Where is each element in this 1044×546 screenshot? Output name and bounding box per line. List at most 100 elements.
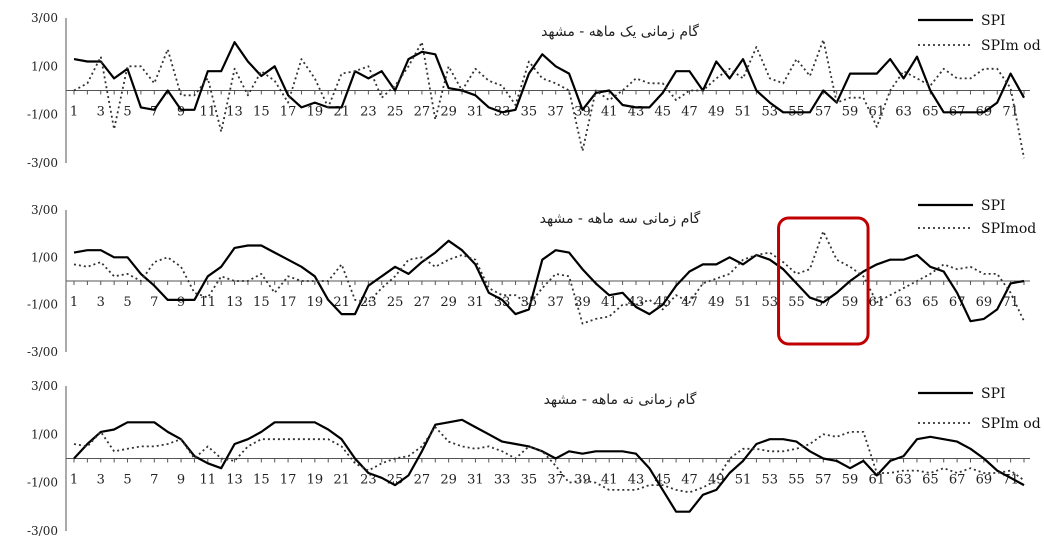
y-tick-label: 1/00 bbox=[31, 250, 58, 264]
y-tick-label: 1/00 bbox=[31, 427, 58, 441]
x-tick-label: 63 bbox=[895, 105, 912, 120]
legend-label: SPIm od bbox=[981, 38, 1041, 54]
x-tick-label: 1 bbox=[70, 105, 78, 120]
x-tick-label: 31 bbox=[467, 473, 484, 488]
x-tick-label: 29 bbox=[440, 295, 457, 310]
x-tick-label: 35 bbox=[521, 105, 538, 120]
x-tick-label: 25 bbox=[387, 295, 404, 310]
x-tick-label: 5 bbox=[123, 295, 131, 310]
legend-label: SPIm od bbox=[981, 416, 1041, 432]
legend-label: SPImod bbox=[981, 221, 1036, 237]
spimod-series-line bbox=[73, 426, 1025, 494]
x-tick-label: 19 bbox=[307, 295, 324, 310]
x-tick-label: 3 bbox=[97, 473, 105, 488]
x-tick-label: 37 bbox=[547, 295, 564, 310]
x-tick-label: 1 bbox=[70, 295, 78, 310]
x-tick-label: 15 bbox=[253, 105, 270, 120]
x-tick-label: 5 bbox=[123, 105, 131, 120]
x-tick-label: 13 bbox=[226, 473, 243, 488]
x-tick-label: 27 bbox=[414, 105, 431, 120]
x-tick-label: 67 bbox=[949, 473, 966, 488]
x-tick-label: 13 bbox=[226, 295, 243, 310]
x-tick-label: 19 bbox=[307, 473, 324, 488]
x-tick-label: 23 bbox=[360, 473, 377, 488]
x-tick-label: 7 bbox=[150, 105, 158, 120]
x-tick-label: 19 bbox=[307, 105, 324, 120]
x-tick-label: 45 bbox=[654, 105, 671, 120]
chart-title: گام زمانی سه ماهه - مشهد bbox=[540, 210, 701, 227]
x-tick-label: 9 bbox=[177, 105, 185, 120]
x-tick-label: 65 bbox=[922, 295, 939, 310]
x-tick-label: 57 bbox=[815, 473, 832, 488]
spimod-series-line bbox=[73, 230, 1025, 325]
x-tick-label: 39 bbox=[574, 105, 591, 120]
x-tick-label: 39 bbox=[574, 473, 591, 488]
y-tick-label: 1/00 bbox=[31, 59, 58, 73]
x-tick-label: 15 bbox=[253, 473, 270, 488]
y-tick-label: 3/00 bbox=[31, 11, 58, 25]
x-tick-label: 43 bbox=[628, 473, 645, 488]
x-tick-label: 31 bbox=[467, 105, 484, 120]
legend-label: SPI bbox=[981, 198, 1006, 214]
y-tick-label: -3/00 bbox=[27, 524, 58, 538]
x-tick-label: 35 bbox=[521, 473, 538, 488]
x-tick-label: 31 bbox=[467, 295, 484, 310]
x-tick-label: 59 bbox=[842, 105, 859, 120]
x-tick-label: 61 bbox=[869, 473, 886, 488]
x-tick-label: 71 bbox=[1002, 105, 1019, 120]
x-tick-label: 49 bbox=[708, 295, 725, 310]
x-tick-label: 69 bbox=[976, 295, 993, 310]
y-tick-label: 3/00 bbox=[31, 203, 58, 217]
x-tick-label: 69 bbox=[976, 473, 993, 488]
x-tick-label: 49 bbox=[708, 473, 725, 488]
spi-series-line bbox=[73, 418, 1025, 513]
x-tick-label: 67 bbox=[949, 295, 966, 310]
y-tick-label: -1/00 bbox=[27, 108, 58, 122]
y-tick-label: -1/00 bbox=[27, 298, 58, 312]
x-tick-label: 7 bbox=[150, 473, 158, 488]
x-tick-label: 11 bbox=[200, 105, 217, 120]
x-tick-label: 11 bbox=[200, 473, 217, 488]
x-tick-label: 13 bbox=[226, 105, 243, 120]
x-tick-label: 11 bbox=[200, 295, 217, 310]
x-tick-label: 53 bbox=[762, 473, 779, 488]
x-tick-label: 41 bbox=[601, 295, 618, 310]
y-tick-label: -3/00 bbox=[27, 156, 58, 170]
x-tick-label: 53 bbox=[762, 105, 779, 120]
x-tick-label: 59 bbox=[842, 295, 859, 310]
x-tick-label: 43 bbox=[628, 295, 645, 310]
x-tick-label: 49 bbox=[708, 105, 725, 120]
x-tick-label: 9 bbox=[177, 295, 185, 310]
x-tick-label: 3 bbox=[97, 295, 105, 310]
x-tick-label: 21 bbox=[333, 473, 350, 488]
x-tick-label: 27 bbox=[414, 295, 431, 310]
x-tick-label: 71 bbox=[1002, 295, 1019, 310]
y-tick-label: 3/00 bbox=[31, 379, 58, 393]
x-tick-label: 47 bbox=[681, 473, 698, 488]
x-tick-label: 37 bbox=[547, 105, 564, 120]
x-tick-label: 17 bbox=[280, 473, 297, 488]
highlight-box bbox=[777, 216, 870, 346]
x-tick-label: 3 bbox=[97, 105, 105, 120]
spimod-series-line bbox=[73, 38, 1025, 159]
x-tick-label: 25 bbox=[387, 105, 404, 120]
x-tick-label: 23 bbox=[360, 295, 377, 310]
legend-label: SPI bbox=[981, 13, 1006, 29]
x-tick-label: 61 bbox=[869, 105, 886, 120]
x-tick-label: 21 bbox=[333, 295, 350, 310]
x-tick-label: 51 bbox=[735, 105, 752, 120]
x-tick-label: 57 bbox=[815, 105, 832, 120]
x-tick-label: 55 bbox=[788, 295, 805, 310]
y-tick-label: -1/00 bbox=[27, 476, 58, 490]
y-tick-label: -3/00 bbox=[27, 345, 58, 359]
x-tick-label: 23 bbox=[360, 105, 377, 120]
x-tick-label: 65 bbox=[922, 473, 939, 488]
x-tick-label: 65 bbox=[922, 105, 939, 120]
x-tick-label: 37 bbox=[547, 473, 564, 488]
x-tick-label: 33 bbox=[494, 473, 511, 488]
x-tick-label: 63 bbox=[895, 295, 912, 310]
x-tick-label: 39 bbox=[574, 295, 591, 310]
x-tick-label: 29 bbox=[440, 473, 457, 488]
